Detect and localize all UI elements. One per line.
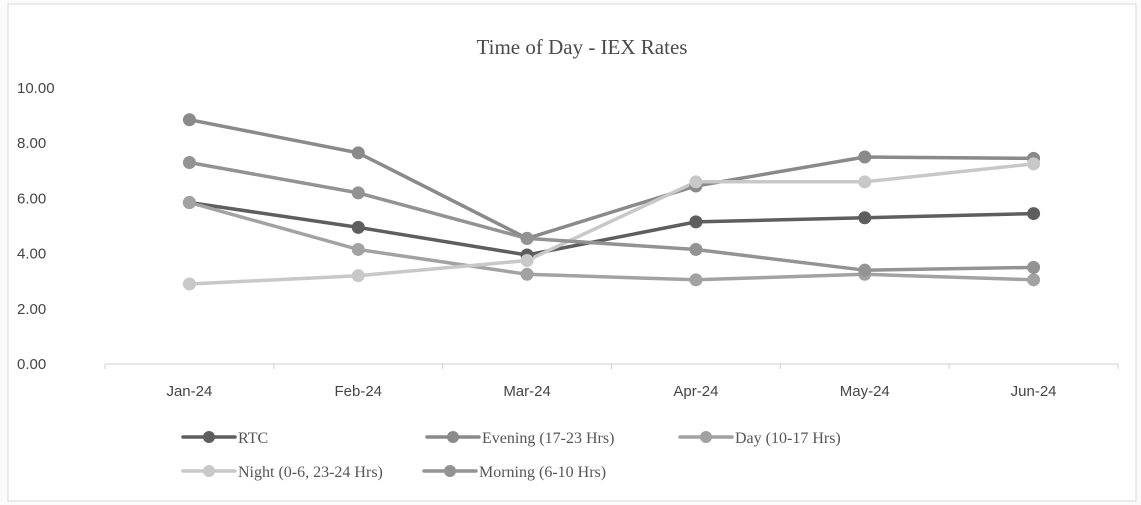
data-point-series-1 bbox=[858, 150, 872, 164]
legend-swatch-marker bbox=[447, 431, 459, 443]
y-tick-label: 2.00 bbox=[17, 301, 46, 318]
series-lines-group bbox=[187, 117, 1036, 286]
data-point-series-2 bbox=[182, 196, 196, 210]
data-point-series-4 bbox=[1027, 260, 1041, 274]
y-tick-label: 0.00 bbox=[17, 356, 46, 373]
data-point-series-3 bbox=[858, 175, 872, 189]
data-point-series-4 bbox=[858, 263, 872, 277]
data-point-series-4 bbox=[520, 231, 534, 245]
data-point-series-3 bbox=[520, 254, 534, 267]
legend: RTC Evening (17-23 Hrs) Day (10-17 Hrs) Nig… bbox=[181, 430, 841, 481]
data-point-series-1 bbox=[182, 113, 196, 127]
axes-group: 0.00 2.00 4.00 6.00 8.00 10.00 Jan-24 Feb-24 Mar… bbox=[17, 80, 1119, 400]
y-tick-label: 10.00 bbox=[17, 80, 55, 97]
data-point-series-3 bbox=[1027, 157, 1041, 171]
data-point-series-3 bbox=[182, 277, 196, 291]
data-point-series-0 bbox=[351, 220, 365, 234]
legend-swatch-marker bbox=[203, 465, 215, 477]
x-tick-label: Jun-24 bbox=[1011, 383, 1057, 400]
legend-swatch-marker bbox=[203, 431, 215, 443]
x-tick-label: Apr-24 bbox=[673, 383, 718, 400]
series-line-2 bbox=[187, 200, 1036, 282]
data-point-series-1 bbox=[351, 146, 365, 160]
series-line-1 bbox=[187, 117, 1036, 241]
x-tick-label: May-24 bbox=[840, 383, 890, 400]
legend-label: Morning (6-10 Hrs) bbox=[479, 464, 606, 481]
x-tick-label: Mar-24 bbox=[503, 383, 551, 400]
x-tick-label: Feb-24 bbox=[334, 383, 382, 400]
data-point-series-4 bbox=[689, 242, 703, 256]
data-point-series-2 bbox=[520, 267, 534, 281]
data-point-series-0 bbox=[689, 215, 703, 229]
y-tick-label: 8.00 bbox=[17, 135, 46, 152]
y-tick-label: 6.00 bbox=[17, 190, 46, 207]
legend-label: Day (10-17 Hrs) bbox=[735, 430, 841, 447]
y-tick-label: 4.00 bbox=[17, 246, 46, 263]
chart-border bbox=[7, 3, 1137, 502]
series-markers-group bbox=[182, 113, 1041, 291]
data-point-series-3 bbox=[689, 175, 703, 189]
data-point-series-2 bbox=[689, 273, 703, 287]
series-line-4 bbox=[187, 160, 1036, 272]
data-point-series-2 bbox=[1027, 273, 1041, 287]
series-line-0 bbox=[187, 200, 1036, 257]
data-point-series-0 bbox=[858, 211, 872, 225]
legend-label: Evening (17-23 Hrs) bbox=[482, 430, 614, 447]
series-line-3 bbox=[187, 162, 1036, 286]
legend-label: RTC bbox=[238, 430, 268, 447]
data-point-series-0 bbox=[1027, 207, 1041, 221]
data-point-series-2 bbox=[351, 242, 365, 256]
legend-swatch-marker bbox=[444, 465, 456, 477]
data-point-series-4 bbox=[351, 186, 365, 200]
data-point-series-3 bbox=[351, 269, 365, 283]
data-point-series-4 bbox=[182, 156, 196, 170]
x-tick-label: Jan-24 bbox=[166, 383, 212, 400]
chart-title: Time of Day - IEX Rates bbox=[477, 35, 688, 59]
legend-swatch-marker bbox=[700, 431, 712, 443]
legend-label: Night (0-6, 23-24 Hrs) bbox=[238, 464, 383, 481]
